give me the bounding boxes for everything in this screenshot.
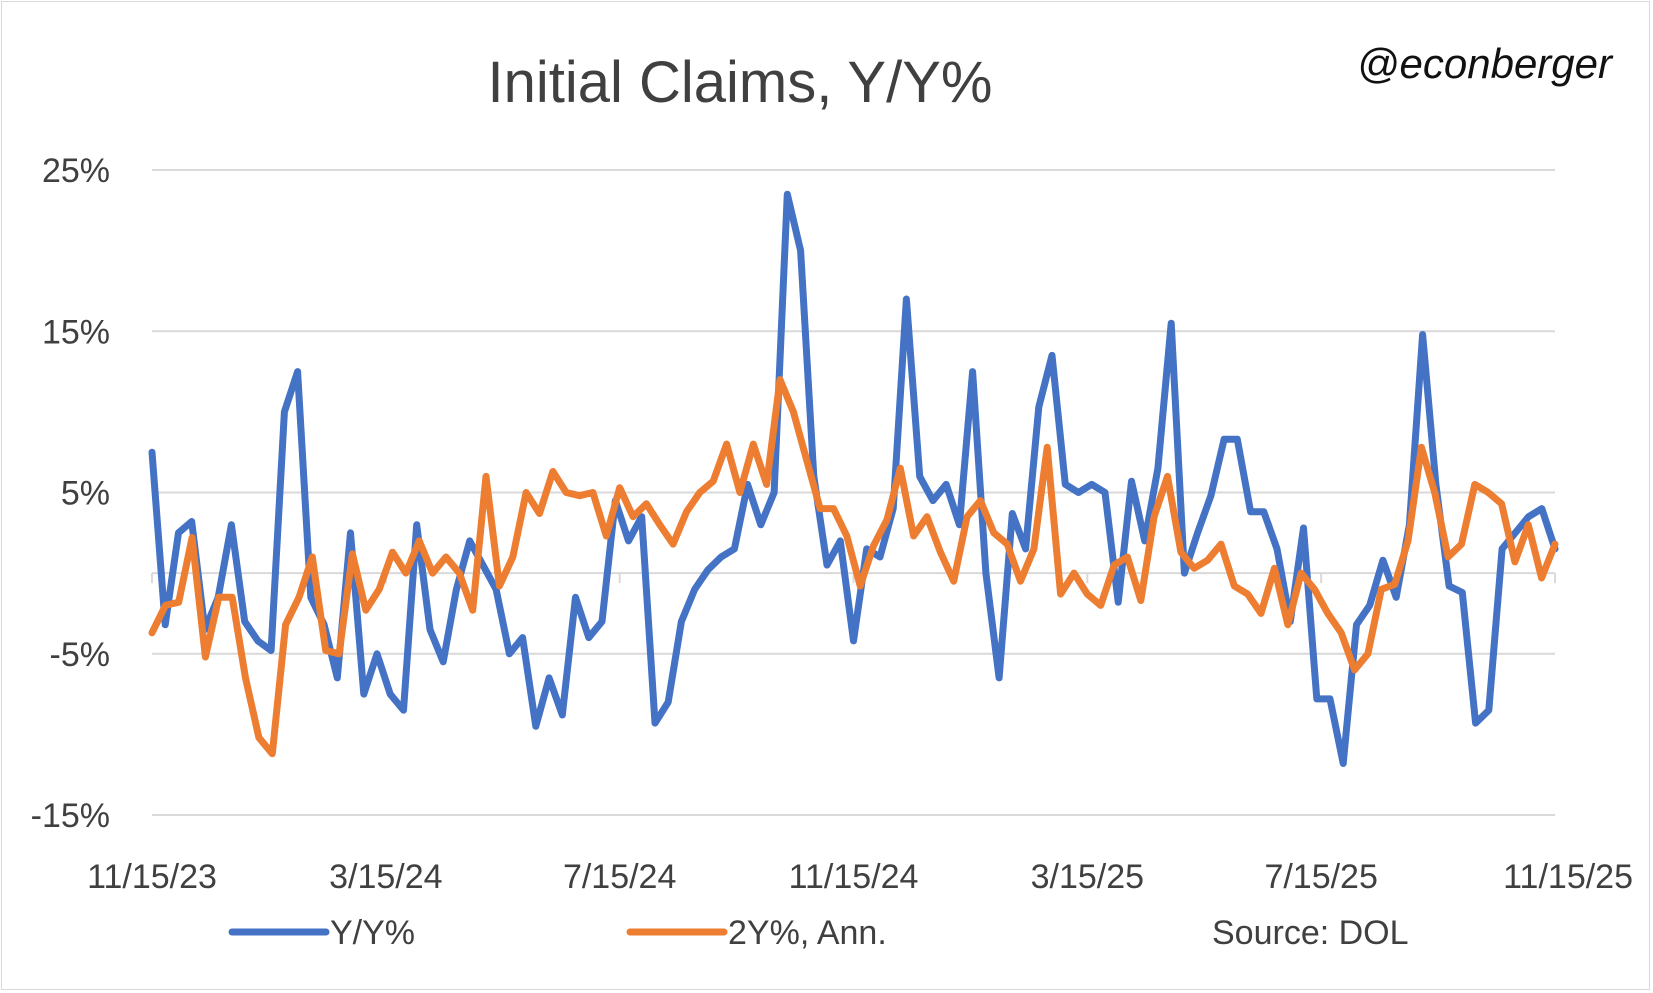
legend-label-yy: Y/Y% [330,914,415,952]
y-tick-label: -15% [31,797,110,835]
legend: Y/Y% 2Y%, Ann. [228,914,887,952]
x-tick-label: 3/15/25 [1031,858,1144,896]
series-line-2y-ann [148,376,1559,758]
y-tick-label: -5% [50,636,110,674]
author-handle: @econberger [1357,40,1614,87]
x-axis-tick-labels: 11/15/23 3/15/24 7/15/24 11/15/24 3/15/25 7/1… [87,858,1633,896]
x-tick-label: 11/15/25 [1503,858,1633,896]
x-tick-label: 11/15/23 [87,858,217,896]
series-lines [148,190,1559,767]
source-note: Source: DOL [1212,914,1409,952]
x-tick-label: 7/15/25 [1264,858,1377,896]
x-tick-label: 11/15/24 [789,858,919,896]
y-tick-label: 25% [42,152,110,190]
y-tick-label: 5% [61,475,110,513]
x-tick-label: 3/15/24 [329,858,442,896]
series-line-yy [148,190,1559,767]
y-axis-tick-labels: 25% 15% 5% -5% -15% [31,152,110,835]
legend-label-2y: 2Y%, Ann. [728,914,887,952]
x-tick-label: 7/15/24 [563,858,676,896]
chart-title: Initial Claims, Y/Y% [488,50,993,115]
gridlines [152,169,1555,816]
y-tick-label: 15% [42,313,110,351]
